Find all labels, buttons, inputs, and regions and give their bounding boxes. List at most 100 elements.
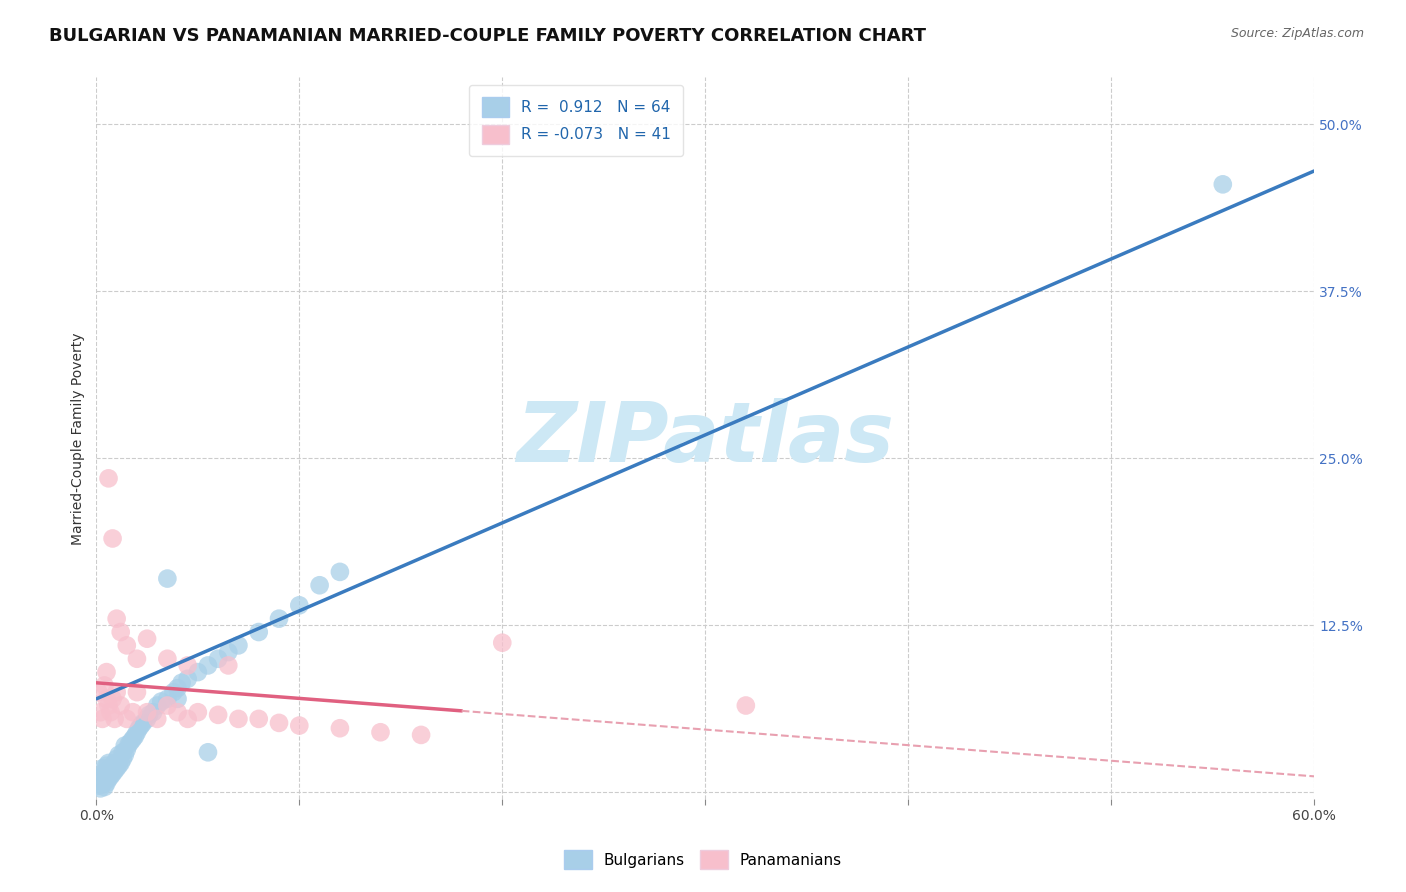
Point	[308, 578, 330, 592]
Point	[101, 691, 124, 706]
Point	[105, 752, 128, 766]
Point	[107, 758, 129, 772]
Point	[125, 652, 148, 666]
Point	[91, 761, 114, 775]
Point	[118, 737, 141, 751]
Point	[122, 731, 145, 746]
Point	[91, 769, 114, 783]
Point	[105, 612, 128, 626]
Legend: Bulgarians, Panamanians: Bulgarians, Panamanians	[558, 844, 848, 875]
Point	[124, 729, 146, 743]
Text: BULGARIAN VS PANAMANIAN MARRIED-COUPLE FAMILY POVERTY CORRELATION CHART: BULGARIAN VS PANAMANIAN MARRIED-COUPLE F…	[49, 27, 927, 45]
Point	[187, 705, 209, 719]
Point	[105, 685, 128, 699]
Point	[170, 675, 193, 690]
Point	[101, 758, 124, 772]
Point	[128, 721, 150, 735]
Point	[114, 747, 136, 762]
Point	[122, 705, 145, 719]
Point	[125, 725, 148, 739]
Point	[734, 698, 756, 713]
Point	[136, 705, 159, 719]
Point	[150, 694, 173, 708]
Text: Source: ZipAtlas.com: Source: ZipAtlas.com	[1230, 27, 1364, 40]
Point	[91, 777, 114, 791]
Point	[187, 665, 209, 679]
Point	[267, 612, 290, 626]
Point	[288, 718, 311, 732]
Point	[1212, 178, 1234, 192]
Point	[329, 721, 352, 735]
Point	[93, 773, 115, 788]
Point	[104, 756, 127, 770]
Point	[146, 698, 169, 713]
Point	[105, 761, 128, 775]
Point	[409, 728, 432, 742]
Point	[156, 698, 179, 713]
Point	[197, 658, 219, 673]
Point	[107, 747, 129, 762]
Point	[138, 707, 160, 722]
Point	[97, 764, 120, 778]
Point	[100, 705, 122, 719]
Point	[288, 599, 311, 613]
Text: ZIPatlas: ZIPatlas	[516, 398, 894, 479]
Point	[87, 779, 110, 793]
Point	[176, 658, 198, 673]
Point	[142, 705, 165, 719]
Point	[101, 532, 124, 546]
Point	[120, 734, 142, 748]
Point	[114, 739, 136, 753]
Point	[207, 652, 229, 666]
Point	[176, 712, 198, 726]
Point	[97, 471, 120, 485]
Point	[91, 712, 114, 726]
Point	[115, 712, 138, 726]
Point	[96, 665, 118, 679]
Point	[247, 712, 270, 726]
Point	[162, 685, 184, 699]
Point	[217, 645, 239, 659]
Point	[228, 712, 250, 726]
Point	[96, 776, 118, 790]
Point	[111, 745, 134, 759]
Point	[96, 691, 118, 706]
Point	[136, 712, 159, 726]
Point	[197, 745, 219, 759]
Point	[329, 565, 352, 579]
Point	[87, 685, 110, 699]
Legend: R =  0.912   N = 64, R = -0.073   N = 41: R = 0.912 N = 64, R = -0.073 N = 41	[470, 85, 683, 156]
Point	[97, 698, 120, 713]
Point	[93, 780, 115, 794]
Point	[93, 678, 115, 692]
Point	[129, 718, 152, 732]
Point	[228, 639, 250, 653]
Point	[491, 636, 513, 650]
Point	[125, 685, 148, 699]
Point	[87, 772, 110, 786]
Point	[176, 672, 198, 686]
Point	[97, 772, 120, 786]
Point	[370, 725, 392, 739]
Point	[101, 766, 124, 780]
Point	[146, 712, 169, 726]
Point	[89, 774, 111, 789]
Point	[104, 764, 127, 778]
Point	[207, 707, 229, 722]
Point	[89, 781, 111, 796]
Point	[217, 658, 239, 673]
Point	[115, 639, 138, 653]
Point	[110, 625, 132, 640]
Point	[136, 632, 159, 646]
Point	[110, 698, 132, 713]
Point	[89, 705, 111, 719]
Point	[115, 742, 138, 756]
Point	[96, 768, 118, 782]
Point	[166, 705, 188, 719]
Point	[104, 712, 127, 726]
Point	[93, 765, 115, 780]
Point	[100, 769, 122, 783]
Point	[97, 756, 120, 770]
Point	[110, 756, 132, 770]
Point	[100, 761, 122, 775]
